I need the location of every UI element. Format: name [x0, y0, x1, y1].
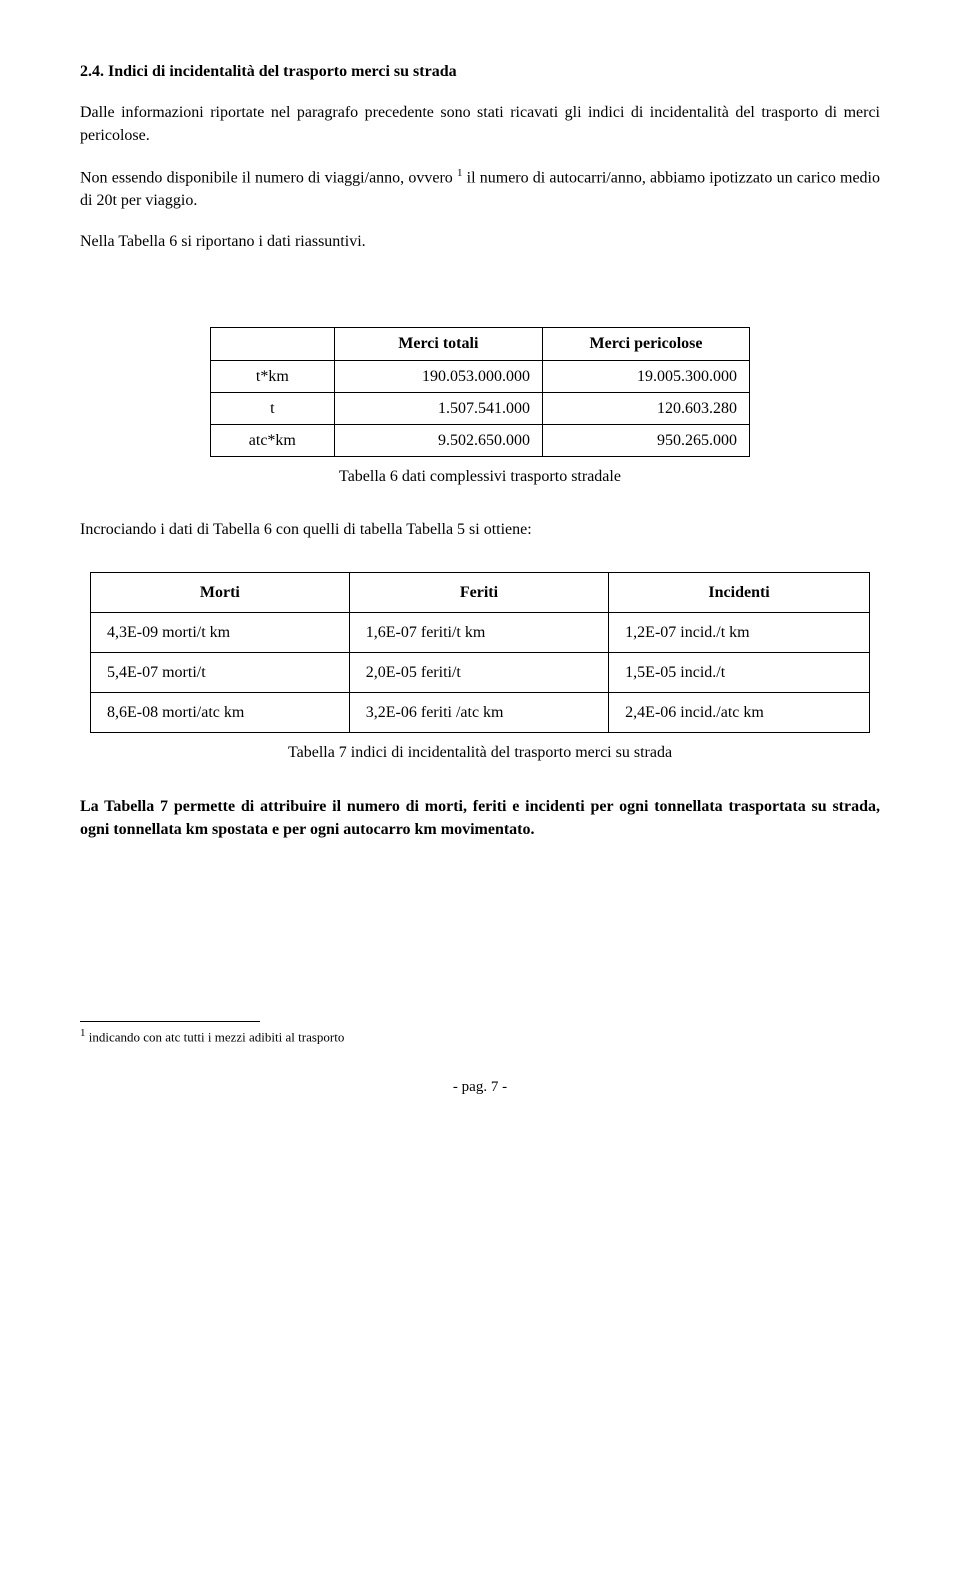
footnote-text: indicando con atc tutti i mezzi adibiti …	[86, 1029, 345, 1044]
table-row: atc*km 9.502.650.000 950.265.000	[211, 425, 750, 457]
table-header-incidenti: Incidenti	[609, 572, 870, 612]
table-cell: 1,2E-07 incid./t km	[609, 612, 870, 652]
table-cell-label: t*km	[211, 360, 335, 392]
table-header-blank	[211, 328, 335, 360]
table-cell: 4,3E-09 morti/t km	[91, 612, 350, 652]
table-7: Morti Feriti Incidenti 4,3E-09 morti/t k…	[90, 572, 870, 734]
section-heading: 2.4. Indici di incidentalità del traspor…	[80, 60, 880, 83]
table-cell: 5,4E-07 morti/t	[91, 652, 350, 692]
paragraph-5: La Tabella 7 permette di attribuire il n…	[80, 795, 880, 841]
table-header-morti: Morti	[91, 572, 350, 612]
table-cell: 1,5E-05 incid./t	[609, 652, 870, 692]
table-cell: 9.502.650.000	[334, 425, 542, 457]
table-header-feriti: Feriti	[349, 572, 608, 612]
table-cell: 190.053.000.000	[334, 360, 542, 392]
paragraph-1: Dalle informazioni riportate nel paragra…	[80, 101, 880, 147]
footnote-1: 1 indicando con atc tutti i mezzi adibit…	[80, 1026, 880, 1047]
table-cell: 1.507.541.000	[334, 392, 542, 424]
table-cell: 1,6E-07 feriti/t km	[349, 612, 608, 652]
table-header-merci-pericolose: Merci pericolose	[543, 328, 750, 360]
table-row: 4,3E-09 morti/t km 1,6E-07 feriti/t km 1…	[91, 612, 870, 652]
table-cell: 120.603.280	[543, 392, 750, 424]
table-row: 8,6E-08 morti/atc km 3,2E-06 feriti /atc…	[91, 693, 870, 733]
table-6: Merci totali Merci pericolose t*km 190.0…	[210, 327, 750, 457]
table-header-merci-totali: Merci totali	[334, 328, 542, 360]
paragraph-2: Non essendo disponibile il numero di via…	[80, 166, 880, 213]
table-cell: 8,6E-08 morti/atc km	[91, 693, 350, 733]
para2-part-a: Non essendo disponibile il numero di via…	[80, 169, 457, 186]
table-6-caption: Tabella 6 dati complessivi trasporto str…	[80, 465, 880, 488]
table-cell: 3,2E-06 feriti /atc km	[349, 693, 608, 733]
table-row: Merci totali Merci pericolose	[211, 328, 750, 360]
table-row: t 1.507.541.000 120.603.280	[211, 392, 750, 424]
table-cell-label: atc*km	[211, 425, 335, 457]
paragraph-3: Nella Tabella 6 si riportano i dati rias…	[80, 230, 880, 253]
paragraph-4: Incrociando i dati di Tabella 6 con quel…	[80, 518, 880, 541]
table-row: t*km 190.053.000.000 19.005.300.000	[211, 360, 750, 392]
table-row: 5,4E-07 morti/t 2,0E-05 feriti/t 1,5E-05…	[91, 652, 870, 692]
table-cell: 19.005.300.000	[543, 360, 750, 392]
table-cell: 2,4E-06 incid./atc km	[609, 693, 870, 733]
table-cell: 950.265.000	[543, 425, 750, 457]
table-cell-label: t	[211, 392, 335, 424]
table-row: Morti Feriti Incidenti	[91, 572, 870, 612]
table-cell: 2,0E-05 feriti/t	[349, 652, 608, 692]
page-number: - pag. 7 -	[80, 1077, 880, 1099]
footnote-separator	[80, 1021, 260, 1022]
table-7-caption: Tabella 7 indici di incidentalità del tr…	[80, 741, 880, 764]
